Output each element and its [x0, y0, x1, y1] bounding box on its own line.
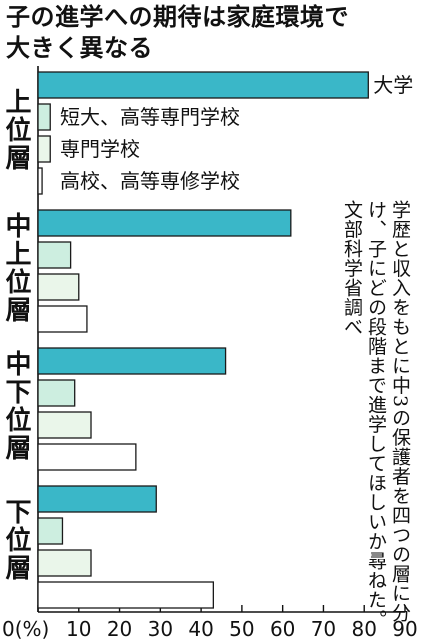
x-tick-label-50: 50 [229, 617, 254, 640]
category-label-1: 中上位層 [1, 212, 31, 324]
bar-2-1 [37, 379, 76, 407]
bar-3-1 [37, 517, 64, 545]
category-label-3: 下位層 [1, 498, 31, 582]
x-tick-label-80: 80 [351, 617, 376, 640]
bar-0-1 [37, 103, 51, 131]
bar-1-3 [37, 305, 88, 333]
x-tick-label-60: 60 [270, 617, 295, 640]
bar-2-0 [37, 347, 227, 375]
x-tick-label-20: 20 [107, 617, 132, 640]
bar-1-2 [37, 273, 80, 301]
legend-label-2: 専門学校 [60, 137, 140, 161]
x-tick-label-70: 70 [311, 617, 336, 640]
bar-2-3 [37, 443, 137, 471]
bar-3-0 [37, 485, 157, 513]
x-tick-label-0: 0(%) [2, 617, 49, 640]
bar-3-3 [37, 581, 214, 609]
bar-1-0 [37, 209, 292, 237]
x-tick-label-90: 90 [392, 617, 417, 640]
legend-label-1: 短大、高等専門学校 [60, 105, 240, 129]
legend-label-3: 高校、高等専修学校 [60, 169, 240, 193]
bar-3-2 [37, 549, 92, 577]
category-label-0: 上位層 [1, 88, 31, 172]
source-note: 学歴と収入をもとに中3の保護者を四つの層に分け、子にどの段階まで進学してほしいか… [341, 200, 411, 629]
x-tick-label-10: 10 [66, 617, 91, 640]
bar-2-2 [37, 411, 92, 439]
bar-0-3 [37, 167, 43, 195]
legend-label-0: 大学 [373, 73, 413, 97]
bar-0-2 [37, 135, 51, 163]
x-tick-label-30: 30 [148, 617, 173, 640]
chart-title: 子の進学への期待は家庭環境で 大きく異なる [6, 2, 426, 64]
category-label-2: 中下位層 [1, 350, 31, 462]
x-tick-label-40: 40 [188, 617, 213, 640]
title-line-2: 大きく異なる [6, 34, 153, 62]
bar-1-1 [37, 241, 72, 269]
title-line-1: 子の進学への期待は家庭環境で [6, 3, 349, 31]
bar-0-0 [37, 71, 369, 99]
